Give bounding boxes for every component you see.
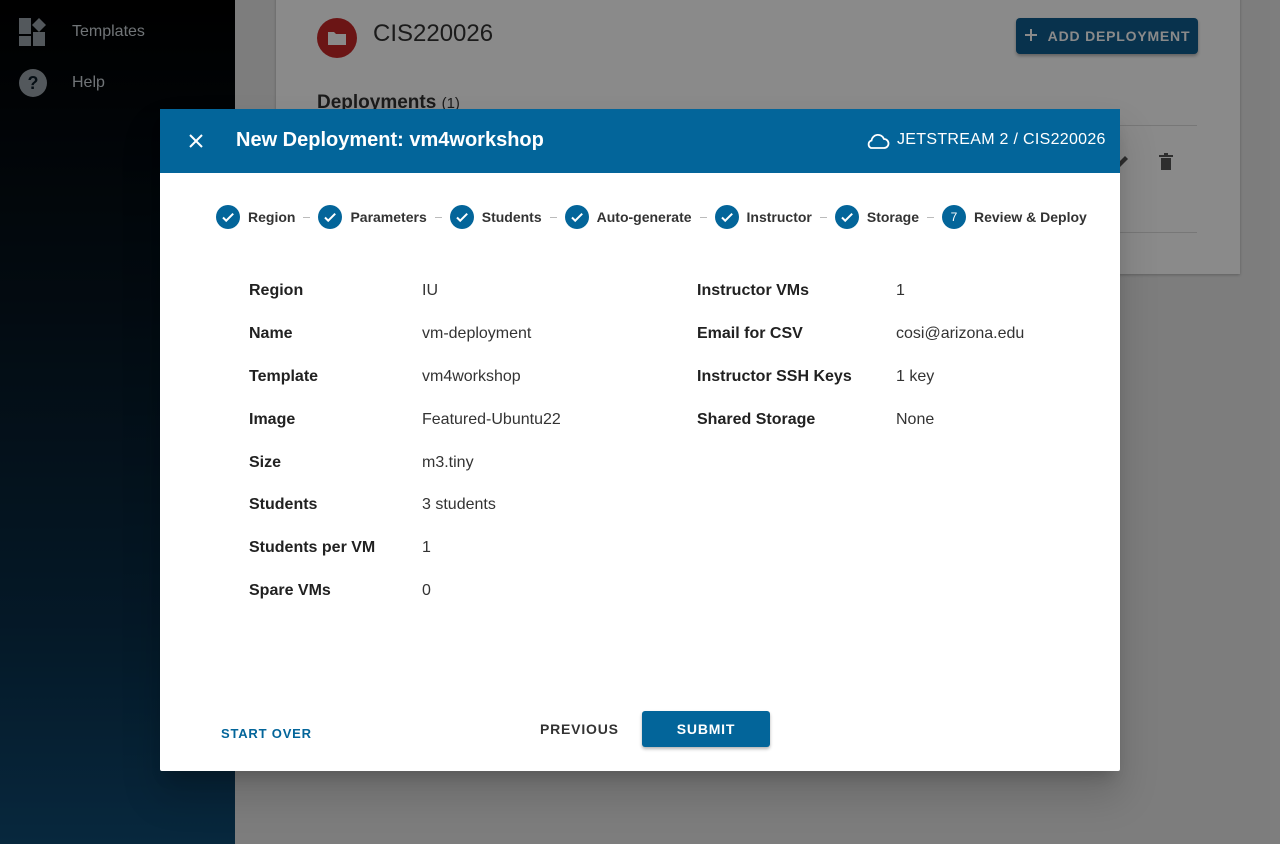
- plus-icon: [1024, 28, 1038, 45]
- summary-value: vm-deployment: [422, 325, 532, 342]
- step-number: 7: [942, 205, 966, 229]
- deployments-heading: Deployments (1): [317, 92, 460, 114]
- new-deployment-dialog: New Deployment: vm4workshop JETSTREAM 2 …: [160, 109, 1120, 771]
- summary-label: Students: [249, 496, 318, 513]
- sidebar-item-help[interactable]: ? Help: [18, 68, 105, 98]
- summary-label: Email for CSV: [697, 325, 803, 342]
- cloud-project-context: JETSTREAM 2 / CIS220026: [897, 131, 1106, 148]
- step-connector: [699, 216, 707, 218]
- previous-button[interactable]: PREVIOUS: [540, 721, 619, 737]
- step-connector: [819, 216, 827, 218]
- summary-value: None: [896, 411, 935, 428]
- project-title: CIS220026: [373, 20, 494, 47]
- submit-button[interactable]: SUBMIT: [642, 711, 770, 747]
- step-region[interactable]: Region: [216, 205, 295, 229]
- summary-label: Size: [249, 454, 282, 471]
- step-connector: [549, 216, 557, 218]
- add-deployment-label: ADD DEPLOYMENT: [1047, 28, 1191, 44]
- start-over-button[interactable]: START OVER: [221, 726, 312, 741]
- folder-icon: [328, 32, 346, 45]
- step-connector: [927, 216, 934, 218]
- check-icon: [564, 205, 589, 229]
- check-icon: [318, 205, 343, 229]
- summary-label: Image: [249, 411, 296, 428]
- step-parameters[interactable]: Parameters: [318, 205, 427, 229]
- summary-label: Region: [249, 282, 304, 299]
- summary-value: IU: [422, 282, 438, 299]
- check-icon: [216, 205, 240, 229]
- summary-label: Template: [249, 368, 319, 385]
- summary-value: 0: [422, 582, 431, 599]
- step-label: Storage: [866, 209, 919, 225]
- step-label: Students: [481, 209, 542, 225]
- check-icon: [714, 205, 739, 229]
- summary-label: Shared Storage: [697, 411, 816, 428]
- summary-value: m3.tiny: [422, 454, 474, 471]
- summary-value: vm4workshop: [422, 368, 521, 385]
- step-label: Review & Deploy: [974, 209, 1087, 225]
- sidebar-item-templates[interactable]: Templates: [18, 17, 145, 47]
- step-storage[interactable]: Storage: [834, 205, 919, 229]
- cloud-icon: [867, 133, 890, 149]
- summary-value: 1: [896, 282, 905, 299]
- step-label: Region: [248, 209, 296, 225]
- step-students[interactable]: Students: [449, 205, 542, 229]
- dialog-header: New Deployment: vm4workshop JETSTREAM 2 …: [160, 109, 1120, 173]
- summary-label: Name: [249, 325, 293, 342]
- step-label: Parameters: [350, 209, 427, 225]
- help-icon: ?: [18, 68, 48, 98]
- step-instructor[interactable]: Instructor: [714, 205, 812, 229]
- summary-value: 3 students: [422, 496, 496, 513]
- close-icon[interactable]: [184, 129, 208, 153]
- dashboard-icon: [18, 17, 48, 47]
- step-label: Instructor: [746, 209, 812, 225]
- check-icon: [834, 205, 859, 229]
- add-deployment-button[interactable]: ADD DEPLOYMENT: [1016, 18, 1198, 54]
- check-icon: [449, 205, 474, 229]
- summary-label: Spare VMs: [249, 582, 331, 599]
- step-connector: [434, 216, 442, 218]
- summary-label: Students per VM: [249, 539, 376, 556]
- dialog-title: New Deployment: vm4workshop: [236, 129, 544, 151]
- step-label: Auto-generate: [596, 209, 692, 225]
- folder-avatar: [317, 18, 357, 58]
- delete-icon[interactable]: [1156, 152, 1176, 172]
- step-connector: [303, 216, 311, 218]
- svg-text:?: ?: [28, 73, 39, 93]
- deployments-heading-text: Deployments: [317, 92, 437, 113]
- sidebar-item-label: Templates: [72, 23, 145, 40]
- summary-value: 1 key: [896, 368, 935, 385]
- summary-value: Featured-Ubuntu22: [422, 411, 561, 428]
- summary-value: cosi@arizona.edu: [896, 325, 1025, 342]
- deployments-count: (1): [441, 95, 460, 112]
- stepper: Region Parameters Students Auto-generate…: [216, 205, 1087, 229]
- summary-value: 1: [422, 539, 431, 556]
- step-auto-generate[interactable]: Auto-generate: [564, 205, 692, 229]
- sidebar-item-label: Help: [72, 74, 105, 91]
- summary-label: Instructor VMs: [697, 282, 810, 299]
- step-review-deploy[interactable]: 7 Review & Deploy: [942, 205, 1087, 229]
- summary-label: Instructor SSH Keys: [697, 368, 852, 385]
